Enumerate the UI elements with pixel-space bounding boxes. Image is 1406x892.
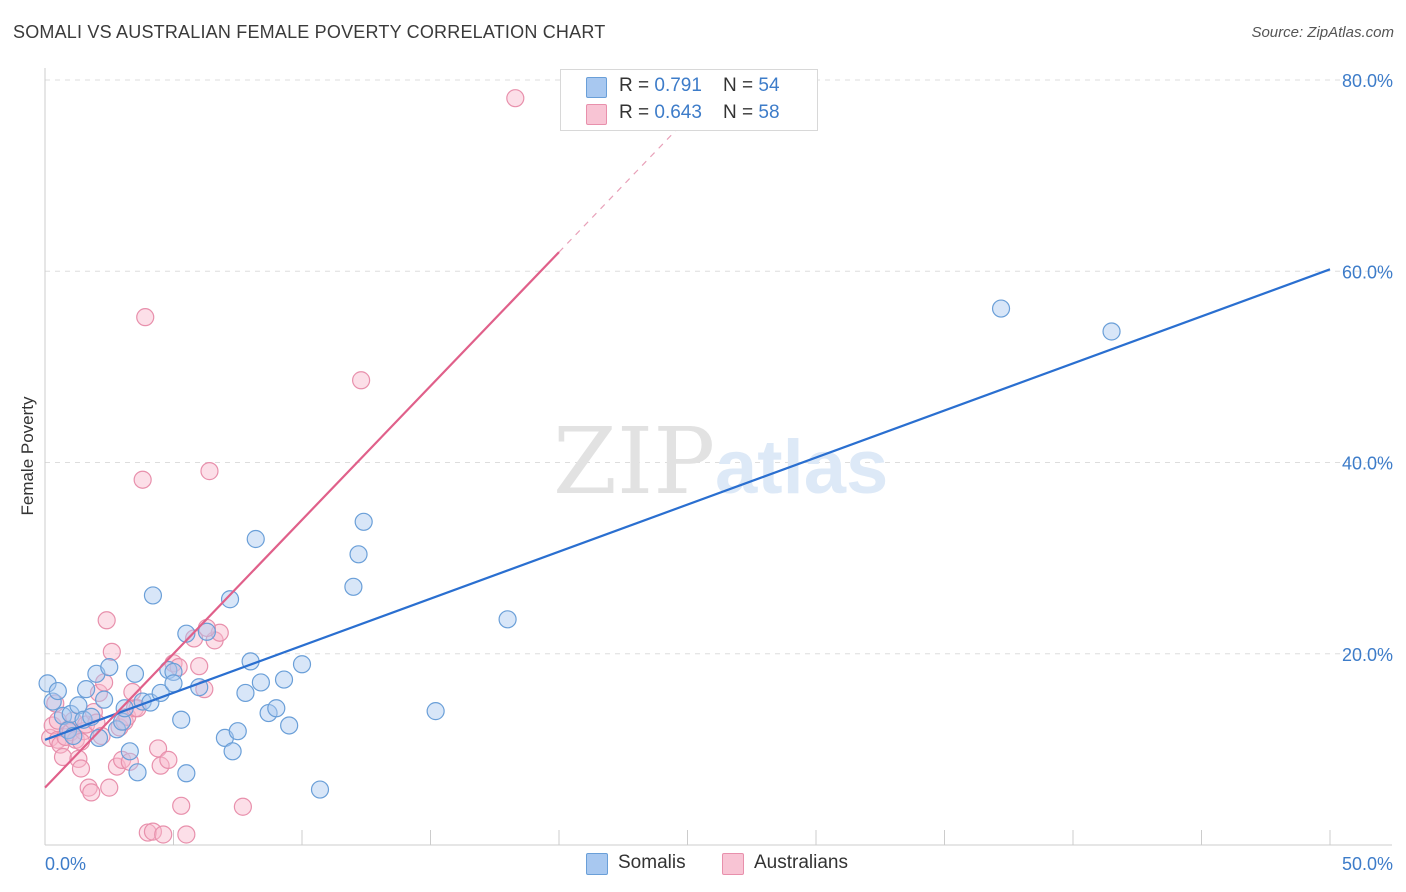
australians-point: [79, 778, 98, 797]
somalis-point: [100, 658, 119, 677]
somalis-point: [426, 702, 445, 721]
somalis-point: [246, 529, 265, 549]
x-tick-label-min: 0.0%: [45, 854, 86, 874]
somalis-point: [228, 722, 247, 741]
australians-n-value: 58: [758, 102, 780, 123]
somalis-point: [1102, 322, 1121, 341]
chart-title: SOMALI VS AUSTRALIAN FEMALE POVERTY CORR…: [13, 22, 606, 42]
somalis-point: [48, 681, 67, 701]
bottom-australians-swatch: [722, 853, 744, 875]
somalis-point: [991, 299, 1011, 318]
somalis-point: [236, 683, 255, 703]
australians-r-label: R =: [619, 102, 655, 123]
bottom-somalis-label: Somalis: [618, 852, 686, 873]
australians-point: [233, 797, 252, 816]
australians-r-value: 0.643: [654, 102, 702, 123]
y-tick-label: 20.0%: [1342, 645, 1393, 665]
somalis-point: [125, 664, 145, 683]
somalis-r-value: 0.791: [654, 75, 702, 96]
somalis-point: [177, 624, 196, 643]
australians-point: [172, 796, 191, 815]
australians-point: [97, 611, 116, 630]
australians-point: [200, 462, 219, 481]
somalis-point: [310, 780, 330, 799]
australians-point: [71, 759, 91, 778]
watermark: ZIP atlas: [553, 408, 888, 515]
australians-point: [100, 778, 119, 797]
y-tick-label: 60.0%: [1342, 262, 1393, 282]
australians-point: [352, 371, 371, 390]
australians-swatch: [586, 104, 607, 125]
somalis-point: [143, 586, 163, 605]
somalis-points: [38, 299, 1121, 799]
somalis-point: [344, 577, 363, 596]
somalis-point: [274, 670, 294, 689]
somalis-r-label: R =: [619, 75, 655, 96]
somalis-point: [197, 622, 217, 641]
chart-source: Source: ZipAtlas.com: [1251, 24, 1394, 41]
somalis-point: [251, 673, 270, 692]
somalis-point: [77, 680, 96, 699]
australians-point: [136, 308, 155, 327]
x-tick-label-max: 50.0%: [1342, 854, 1393, 874]
australians-point: [190, 657, 209, 676]
somalis-point: [69, 696, 88, 715]
somalis-point: [498, 610, 517, 629]
somalis-swatch: [586, 77, 607, 98]
australians-point: [154, 825, 173, 844]
somalis-point: [172, 710, 191, 729]
trend-lines: [44, 123, 1331, 789]
somalis-point: [267, 699, 286, 718]
somalis-point: [89, 728, 109, 748]
australians-point: [138, 823, 157, 842]
australians-n-label: N =: [723, 102, 759, 123]
somalis-point: [349, 545, 368, 564]
somalis-point: [43, 692, 62, 711]
somalis-n-label: N =: [723, 75, 759, 96]
australians-point: [102, 642, 121, 661]
watermark-atlas: atlas: [715, 425, 888, 510]
bottom-somalis-swatch: [586, 853, 608, 875]
somalis-point: [38, 674, 57, 693]
australians-point: [53, 747, 73, 767]
tick-labels: 20.0% 40.0% 60.0% 80.0% 0.0% 50.0%: [45, 71, 1393, 874]
axes: [44, 68, 1392, 846]
y-tick-label: 80.0%: [1342, 71, 1393, 91]
somalis-point: [292, 655, 312, 674]
australians-point: [82, 783, 101, 802]
somalis-point: [120, 742, 139, 761]
australians-point: [159, 750, 178, 769]
australians-trend-line: [44, 251, 560, 789]
australians-point: [84, 702, 103, 722]
somalis-point: [95, 690, 114, 709]
somalis-point: [112, 712, 132, 731]
somalis-point: [280, 716, 299, 735]
australians-point: [143, 822, 163, 841]
y-tick-label: 40.0%: [1342, 454, 1393, 474]
australians-point: [506, 89, 525, 108]
somalis-point: [223, 742, 242, 761]
australians-point: [177, 825, 196, 844]
australians-trend-extension: [558, 123, 683, 253]
australians-point: [133, 470, 152, 489]
somalis-point: [151, 683, 170, 703]
somalis-point: [128, 763, 147, 782]
gridlines: [45, 79, 1392, 655]
somalis-n-value: 54: [758, 75, 780, 96]
somalis-point: [354, 512, 373, 531]
somalis-point: [220, 590, 240, 609]
correlation-legend: R = 0.791 N = 54 R = 0.643 N = 58: [560, 69, 818, 131]
somalis-trend-line: [44, 268, 1331, 741]
watermark-zip: ZIP: [553, 408, 715, 515]
bottom-australians-label: Australians: [754, 852, 848, 873]
somalis-point: [177, 764, 196, 783]
somalis-point: [164, 674, 183, 693]
